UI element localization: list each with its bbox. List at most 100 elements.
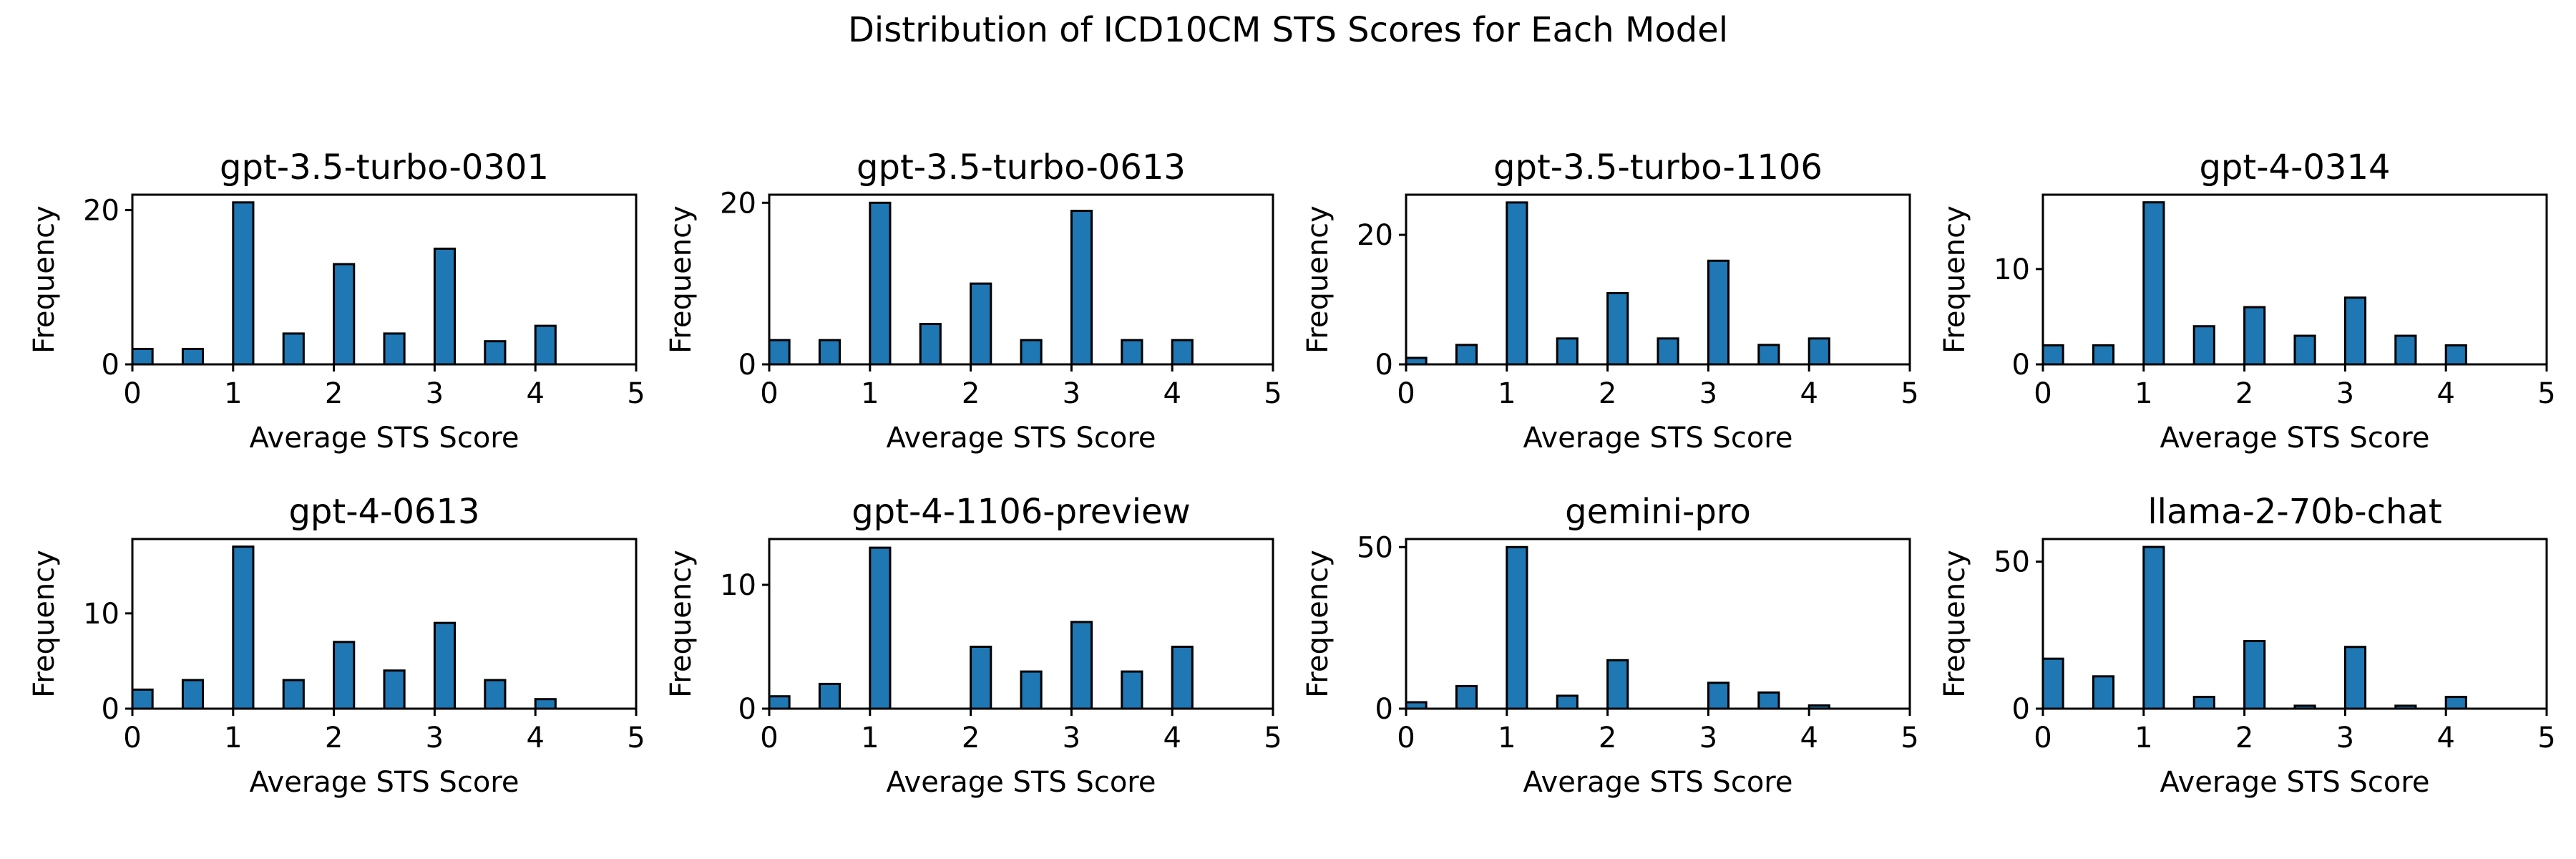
x-tick-label: 5 [1901,722,1918,754]
histogram-panel: 0 1 2 3 4 5 0 10 gpt-4-0314 Average STS Score Freq… [1938,147,2556,455]
histogram-bar [2343,646,2367,710]
histogram-bar [768,339,791,366]
histogram-bar [2343,296,2367,366]
histogram-bar [2092,344,2115,366]
histogram-bar [383,669,406,710]
histogram-bar [919,323,942,366]
x-tick-label: 3 [1699,722,1717,754]
histogram-bar [383,332,406,366]
x-tick-label: 3 [1063,377,1080,410]
x-tick-label: 4 [526,722,544,754]
x-tick-label: 4 [1800,722,1818,754]
histogram-bar [1020,339,1043,366]
plot-frame [131,193,638,366]
x-axis-label: Average STS Score [2160,766,2430,799]
y-tick-label: 20 [720,187,756,220]
histogram-bar [131,688,154,710]
histogram-bar [333,263,356,366]
x-tick-label: 0 [2034,377,2051,410]
x-tick-label: 0 [760,377,778,410]
histogram-bar [2394,334,2417,366]
histogram-bar [1556,694,1579,710]
histogram-bar [1556,337,1579,366]
histogram-bar [1070,210,1093,366]
histogram-bar [970,282,992,366]
x-tick-label: 5 [627,377,645,410]
x-tick-label: 5 [2537,377,2555,410]
histogram-bar [433,247,457,366]
x-tick-label: 0 [123,377,141,410]
histogram-bar [1807,337,1830,366]
y-axis-label: Frequency [1302,550,1335,698]
y-axis-label: Frequency [1302,205,1335,354]
x-tick-label: 1 [1498,377,1516,410]
histogram-bar [1757,344,1780,366]
histogram-bar [181,347,205,366]
y-tick-label: 0 [738,349,756,382]
plot-frame [768,193,1274,366]
x-tick-label: 4 [526,377,544,410]
x-axis-label: Average STS Score [2160,422,2430,455]
x-tick-label: 1 [2135,722,2152,754]
histogram-bar [333,641,356,710]
histogram-bar [2444,344,2467,366]
figure-title: Distribution of ICD10CM STS Scores for E… [848,10,1728,50]
y-axis-label: Frequency [1938,205,1971,354]
x-axis-label: Average STS Score [250,422,519,455]
x-tick-label: 1 [224,377,242,410]
histogram-bar [433,621,457,710]
histogram-bar [1121,339,1143,366]
panel-title: gpt-4-0314 [2199,147,2390,188]
histogram-bar [2041,344,2064,366]
panel-title: gemini-pro [1565,492,1751,532]
x-tick-label: 0 [2034,722,2051,754]
histogram-bar [2293,334,2316,366]
histogram-bar [1707,681,1730,710]
histogram-bar [1455,344,1478,366]
y-axis-label: Frequency [28,205,61,354]
x-tick-label: 2 [2235,722,2253,754]
histogram-panel: 0 1 2 3 4 5 0 20 gpt-3.5-turbo-0301 Average STS S… [28,147,645,455]
y-tick-label: 10 [720,569,756,602]
x-tick-label: 1 [1498,722,1516,754]
histogram-bar [181,679,205,710]
y-tick-label: 0 [1375,349,1393,382]
y-tick-label: 0 [2012,349,2030,382]
histogram-bar [232,201,255,366]
x-tick-label: 3 [1063,722,1080,754]
y-axis-label: Frequency [665,550,698,698]
x-tick-label: 3 [426,722,444,754]
x-tick-label: 2 [962,722,980,754]
histogram-bar [2041,657,2064,710]
y-tick-label: 0 [102,349,119,382]
histogram-bar [818,339,841,366]
histogram-bar [1606,659,1629,710]
histogram-bar [1020,670,1043,710]
x-tick-label: 3 [1699,377,1717,410]
x-tick-label: 2 [325,377,343,410]
histogram-bar [869,546,892,710]
y-axis-label: Frequency [1938,550,1971,698]
histogram-bar [232,545,255,710]
histogram-bar [1606,291,1629,366]
x-axis-label: Average STS Score [1523,766,1793,799]
histogram-bar [1506,201,1528,366]
histogram-bar [1171,646,1194,710]
x-tick-label: 1 [224,722,242,754]
x-tick-label: 5 [1264,722,1282,754]
x-axis-label: Average STS Score [250,766,519,799]
y-axis-label: Frequency [665,205,698,354]
histogram-bar [534,698,557,710]
panel-title: gpt-4-1106-preview [852,492,1191,532]
plot-frame [2041,193,2548,366]
histogram-panel: 0 1 2 3 4 5 0 10 gpt-4-0613 Average STS Score Freq… [28,492,645,799]
x-tick-label: 1 [2135,377,2152,410]
x-axis-label: Average STS Score [887,422,1156,455]
x-tick-label: 5 [1264,377,1282,410]
panel-title: gpt-3.5-turbo-0301 [220,147,549,188]
x-tick-label: 4 [1800,377,1818,410]
histogram-bar [1757,691,1780,710]
